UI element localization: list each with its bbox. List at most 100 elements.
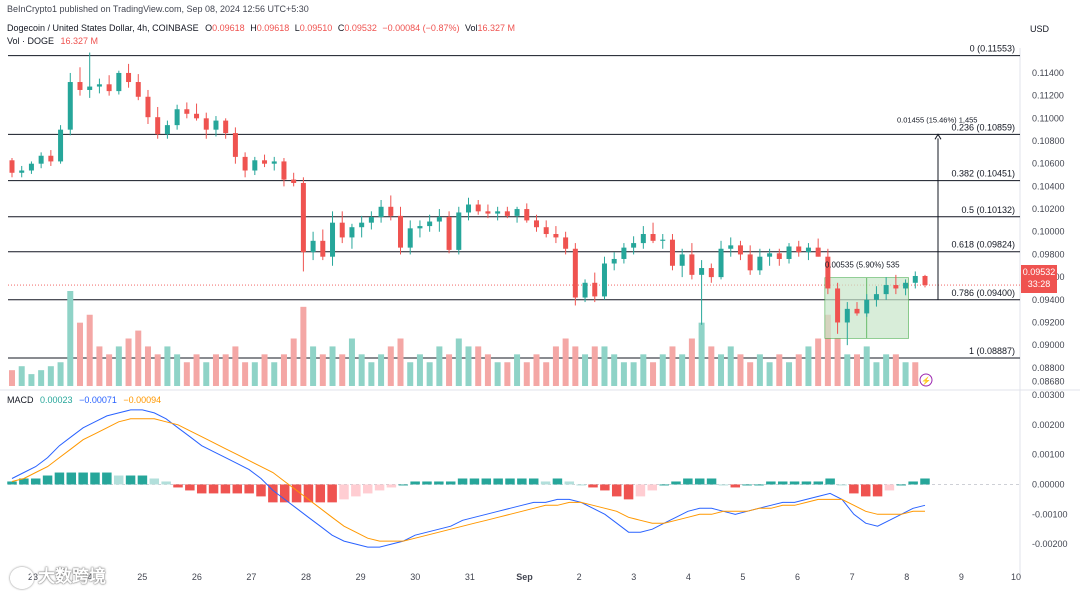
- candle-body: [747, 254, 753, 271]
- time-axis-tick: 24: [83, 572, 93, 582]
- price-axis-tick: 0.09200: [1032, 317, 1065, 327]
- price-tag: 0.09532 33:28: [1021, 265, 1057, 293]
- volume-bar: [251, 362, 258, 386]
- fib-level-label: 1 (0.08887): [969, 346, 1015, 356]
- macd-histogram-bar: [469, 478, 480, 485]
- volume-bar: [591, 346, 598, 386]
- price-axis-tick: 0.09000: [1032, 340, 1065, 350]
- macd-histogram-bar: [564, 481, 575, 485]
- volume-bar: [659, 354, 666, 386]
- volume-bar: [242, 362, 249, 386]
- price-axis-tick: 0.10000: [1032, 227, 1065, 237]
- candle-body: [718, 248, 724, 278]
- macd-histogram-bar: [185, 484, 195, 491]
- candle-body: [262, 160, 268, 164]
- macd-histogram-bar: [208, 484, 219, 494]
- macd-histogram-bar: [671, 481, 681, 485]
- close-label: C: [337, 23, 345, 33]
- macd-histogram-bar: [137, 475, 148, 485]
- candle-body: [640, 234, 646, 244]
- macd-histogram-bar: [30, 478, 41, 485]
- macd-histogram-bar: [588, 484, 598, 488]
- macd-legend-label: MACD: [7, 395, 34, 405]
- volume-bar: [203, 362, 210, 386]
- volume-bar: [562, 338, 569, 386]
- price-axis-tick: 0.09400: [1032, 295, 1065, 305]
- volume-bar: [348, 338, 355, 386]
- macd-histogram-bar: [789, 481, 800, 485]
- macd-histogram-bar: [232, 484, 243, 494]
- macd-histogram-bar: [884, 484, 895, 491]
- volume-bar: [193, 354, 200, 386]
- volume-bar: [407, 362, 414, 386]
- price-axis-tick: 0.10600: [1032, 159, 1065, 169]
- time-axis-tick: 5: [740, 572, 745, 582]
- volume-bar: [9, 370, 15, 386]
- candle-body: [582, 282, 588, 298]
- high-value: 0.09618: [256, 23, 290, 33]
- macd-histogram-bar: [7, 481, 17, 485]
- candle-body: [106, 84, 112, 92]
- volume-bar: [883, 354, 890, 386]
- macd-histogram-bar: [327, 484, 337, 503]
- volume-bar: [669, 346, 676, 386]
- candle-body: [689, 254, 695, 275]
- time-axis-tick: 26: [192, 572, 202, 582]
- candle-body: [436, 217, 442, 222]
- change-value: −0.00084 (−0.87%): [382, 23, 460, 33]
- macd-histogram-bar: [457, 478, 468, 485]
- volume-bar: [183, 362, 190, 386]
- volume-bar: [523, 362, 530, 386]
- price-tag-countdown: 33:28: [1027, 279, 1051, 289]
- symbol-line: Dogecoin / United States Dollar, 4h, COI…: [7, 23, 515, 34]
- candle-body: [524, 209, 530, 221]
- macd-histogram-bar: [517, 478, 527, 485]
- macd-histogram-bar: [149, 478, 160, 485]
- fib-level-label: 0.236 (0.10859): [951, 122, 1015, 132]
- macd-legend: MACD 0.00023 −0.00071 −0.00094: [7, 395, 161, 406]
- volume-bar: [416, 354, 423, 386]
- vol-value: 16.327 M: [477, 23, 516, 33]
- volume-bar: [271, 362, 278, 386]
- macd-histogram-bar: [220, 484, 231, 494]
- price-axis-tick: 0.10400: [1032, 181, 1065, 191]
- vol-label: Vol: [464, 23, 478, 33]
- candle-body: [252, 160, 258, 171]
- macd-histogram-bar: [766, 481, 776, 485]
- candle-body: [796, 246, 802, 253]
- macd-histogram-bar: [647, 484, 658, 491]
- candle-body: [38, 155, 44, 164]
- volume-bar: [582, 354, 589, 386]
- macd-histogram-bar: [196, 484, 207, 494]
- candle-body: [126, 72, 132, 83]
- volume-bar: [436, 346, 443, 386]
- volume-bar: [815, 338, 822, 386]
- volume-bar: [144, 346, 151, 386]
- time-axis-tick: 28: [301, 572, 311, 582]
- macd-line: [11, 409, 926, 548]
- macd-histogram-bar: [742, 484, 752, 486]
- candle-body: [77, 82, 83, 90]
- open-label: O: [205, 23, 213, 33]
- volume-bar: [329, 346, 336, 386]
- candle-body: [349, 227, 355, 238]
- candle-body: [679, 254, 685, 266]
- high-label: H: [250, 23, 257, 33]
- volume-bar: [766, 362, 773, 386]
- candle-body: [485, 211, 491, 214]
- macd-histogram-bar: [19, 478, 29, 485]
- macd-histogram-bar: [54, 472, 65, 485]
- time-axis-tick: 9: [959, 572, 964, 582]
- candle-body: [728, 245, 734, 249]
- candle-body: [883, 285, 889, 295]
- macd-histogram-bar: [493, 478, 503, 485]
- time-axis-tick: 29: [356, 572, 366, 582]
- candle-body: [417, 226, 423, 229]
- volume-bar: [38, 370, 45, 386]
- macd-axis-tick: -0.00200: [1032, 539, 1068, 549]
- candle-body: [67, 82, 73, 130]
- volume-bar: [795, 354, 802, 386]
- macd-histogram-bar: [303, 484, 314, 503]
- time-axis-tick: 4: [686, 572, 691, 582]
- candle-body: [407, 228, 413, 248]
